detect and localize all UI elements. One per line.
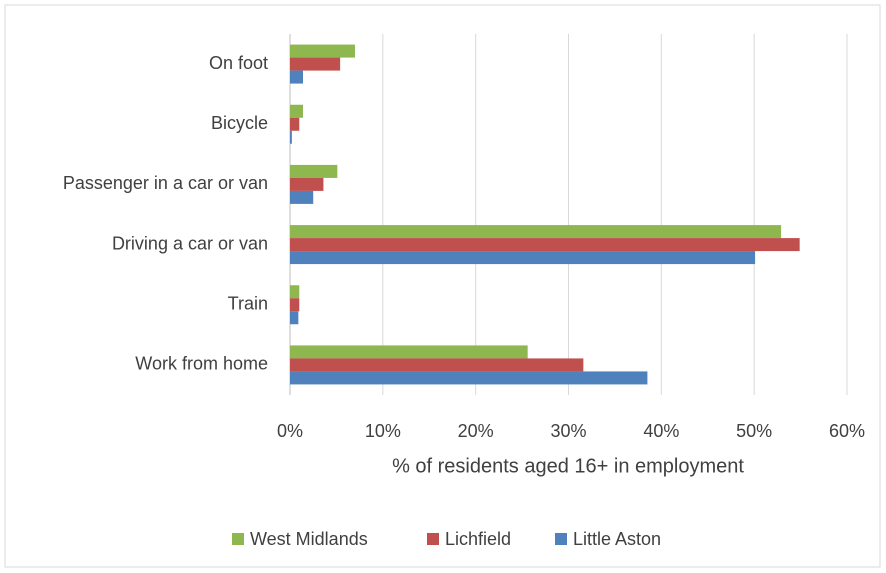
bar (290, 104, 303, 118)
bar (290, 251, 756, 265)
bar (290, 345, 528, 359)
legend-label: Lichfield (445, 529, 511, 549)
legend-swatch (427, 533, 439, 545)
y-tick-label: Passenger in a car or van (63, 173, 268, 193)
x-tick-label: 0% (277, 421, 303, 441)
legend-label: Little Aston (573, 529, 661, 549)
x-tick-label: 50% (736, 421, 772, 441)
bar (290, 177, 324, 191)
x-tick-label: 30% (550, 421, 586, 441)
bar (290, 238, 800, 252)
chart-border (4, 4, 881, 568)
x-tick-label: 40% (643, 421, 679, 441)
bar (290, 117, 300, 131)
bar (290, 44, 355, 58)
bar (290, 358, 584, 372)
bar (290, 130, 292, 144)
x-tick-label: 10% (365, 421, 401, 441)
bar (290, 371, 648, 385)
bar (290, 70, 303, 84)
y-tick-label: Work from home (135, 354, 268, 374)
y-tick-label: Driving a car or van (112, 233, 268, 253)
bar (290, 164, 338, 178)
x-tick-label: 20% (458, 421, 494, 441)
legend-swatch (232, 533, 244, 545)
bar (290, 298, 300, 312)
bar (290, 311, 299, 325)
bar (290, 225, 782, 239)
bar (290, 190, 314, 204)
x-axis-label: % of residents aged 16+ in employment (392, 455, 744, 477)
legend-swatch (555, 533, 567, 545)
x-tick-label: 60% (829, 421, 865, 441)
y-tick-label: Bicycle (211, 113, 268, 133)
legend-label: West Midlands (250, 529, 368, 549)
bar (290, 57, 341, 71)
y-tick-label: On foot (209, 53, 268, 73)
y-tick-label: Train (228, 294, 268, 314)
bar (290, 285, 300, 299)
